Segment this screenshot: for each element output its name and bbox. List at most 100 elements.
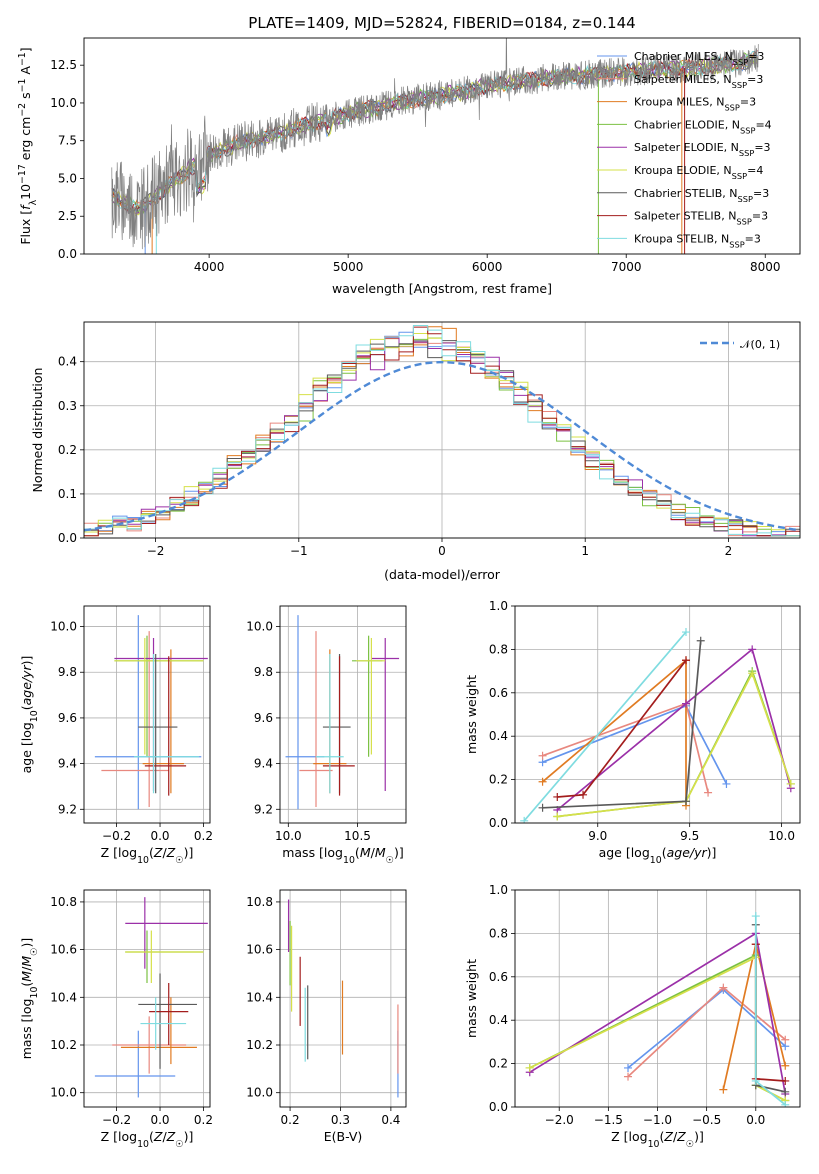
data-point-marker: [682, 628, 690, 637]
data-point-marker: [704, 788, 713, 797]
x-tick-label: 6000: [472, 260, 503, 274]
x-tick-label: 0.0: [150, 1113, 169, 1127]
weight-series-2: [542, 658, 687, 806]
weight-series-5: [557, 671, 792, 818]
y-tick-label: 10.6: [246, 943, 273, 957]
x-tick-label: 1: [581, 544, 589, 558]
legend-entry-5: Kroupa ELODIE, NSSP=4: [634, 164, 763, 181]
y-tick-label: 9.2: [58, 802, 77, 816]
label-part: −2: [17, 103, 28, 117]
label-part: =4: [747, 164, 763, 177]
y-tick-label: 0.6: [489, 686, 508, 700]
x-tick-label: −0.2: [102, 829, 131, 843]
y-tick-label: 0.3: [58, 399, 77, 413]
weight-series-6: [542, 640, 702, 809]
label-part: /: [162, 1129, 167, 1144]
label-part: )]: [184, 1129, 194, 1144]
label-part: 10: [137, 855, 149, 866]
y-tick-label: 9.4: [254, 757, 273, 771]
label-part: (: [19, 982, 34, 987]
data-point-marker: [682, 656, 690, 665]
label-part: )]: [184, 845, 194, 860]
x-tick-label: 8000: [750, 260, 781, 274]
y-tick-label: 0.8: [489, 642, 508, 656]
label-part: Kroupa STELIB, N: [634, 232, 729, 245]
x-axis-label: Z [log10(Z/Z☉)]: [101, 1129, 194, 1150]
y-tick-label: 0.2: [58, 443, 77, 457]
label-part: 10: [343, 855, 355, 866]
label-part: A: [18, 66, 33, 79]
legend-entry-1: Salpeter MILES, NSSP=3: [634, 73, 763, 90]
plot-area: [94, 897, 208, 1098]
x-tick-label: −2.0: [545, 1113, 574, 1127]
x-tick-label: 0.4: [381, 1113, 400, 1127]
label-part: Z: [153, 1129, 163, 1144]
legend-entry-7: Salpeter STELIB, NSSP=3: [634, 210, 768, 227]
plot-spectrum: 4000 5000 6000 7000 8000 0.0 2.5 5.0 7.5 10.0 12.5…: [17, 14, 801, 296]
label-part: SSP: [732, 80, 747, 90]
plot-area: [94, 615, 208, 810]
plot-area: [84, 325, 800, 537]
y-tick-label: 10.0: [50, 620, 77, 634]
label-part: Chabrier ELODIE, N: [634, 118, 740, 131]
data-point-marker: [748, 669, 757, 678]
data-point-marker: [553, 812, 562, 821]
label-part: age [log: [599, 845, 650, 860]
x-tick-label: 7000: [611, 260, 642, 274]
normal-curve: [84, 360, 800, 532]
plot-mass_vs_EBV: 0.2 0.3 0.4 10.0 10.2 10.4 10.6 10.8 E(B-V): [246, 889, 407, 1144]
y-tick-label: 0.1: [58, 487, 77, 501]
label-part: (: [149, 1129, 154, 1144]
label-part: age [log: [19, 722, 34, 773]
x-tick-label: 0.2: [194, 1113, 213, 1127]
label-part: age/yr: [667, 845, 708, 860]
data-point-marker: [538, 777, 547, 786]
label-part: −17: [17, 164, 28, 184]
data-point-marker: [751, 912, 760, 921]
data-point-marker: [682, 699, 690, 708]
data-point-marker: [722, 779, 731, 788]
label-part: 10: [648, 1139, 660, 1150]
x-tick-label: −0.5: [692, 1113, 721, 1127]
y-tick-label: 10.0: [246, 620, 273, 634]
label-part: )]: [707, 845, 717, 860]
x-tick-label: 0.0: [746, 1113, 765, 1127]
label-part: M: [19, 971, 34, 982]
data-point-marker: [751, 1076, 760, 1085]
label-part: M: [360, 845, 371, 860]
data-point-marker: [748, 645, 757, 654]
data-point-marker: [781, 1035, 790, 1044]
axes-frame: [279, 889, 407, 1108]
y-tick-label: 10.4: [50, 990, 77, 1004]
label-part: −1: [17, 52, 28, 66]
plot-area: [525, 912, 790, 1107]
y-tick-label: 10.0: [246, 1086, 273, 1100]
axes-frame: [514, 605, 801, 824]
x-axis-label: age [log10(age/yr)]: [599, 845, 717, 866]
data-point-marker: [719, 983, 728, 992]
x-axis-label: E(B-V): [324, 1129, 363, 1144]
label-part: /: [162, 845, 167, 860]
x-axis-label: Z [log10(Z/Z☉)]: [611, 1129, 704, 1150]
label-part: SSP: [738, 194, 753, 204]
label-part: )]: [694, 1129, 704, 1144]
label-part: 10: [650, 855, 662, 866]
y-tick-label: 9.4: [58, 757, 77, 771]
x-tick-label: −0.2: [102, 1113, 131, 1127]
x-axis-label: (data-model)/error: [384, 567, 501, 582]
axes-frame: [514, 889, 801, 1108]
label-part: SSP: [739, 148, 754, 158]
label-part: Kroupa MILES, N: [634, 96, 724, 109]
label-part: mass [log: [282, 845, 343, 860]
y-tick-label: 10.6: [50, 943, 77, 957]
plot-weight_vs_age: 9.0 9.5 10.0 0.0 0.2 0.4 0.6 0.8 1.0 age [log10(a…: [464, 599, 801, 866]
label-part: SSP: [732, 171, 747, 181]
observed-spectrum: [111, 38, 759, 250]
y-axis-label: mass [log10(M/M☉)]: [19, 938, 40, 1060]
y-tick-label: 9.8: [254, 665, 273, 679]
label-part: )]: [19, 938, 34, 948]
legend-entry-3: Chabrier ELODIE, NSSP=4: [634, 118, 772, 135]
y-tick-label: 0.6: [489, 970, 508, 984]
data-point-marker: [719, 1085, 728, 1094]
label-part: =3: [748, 50, 764, 63]
